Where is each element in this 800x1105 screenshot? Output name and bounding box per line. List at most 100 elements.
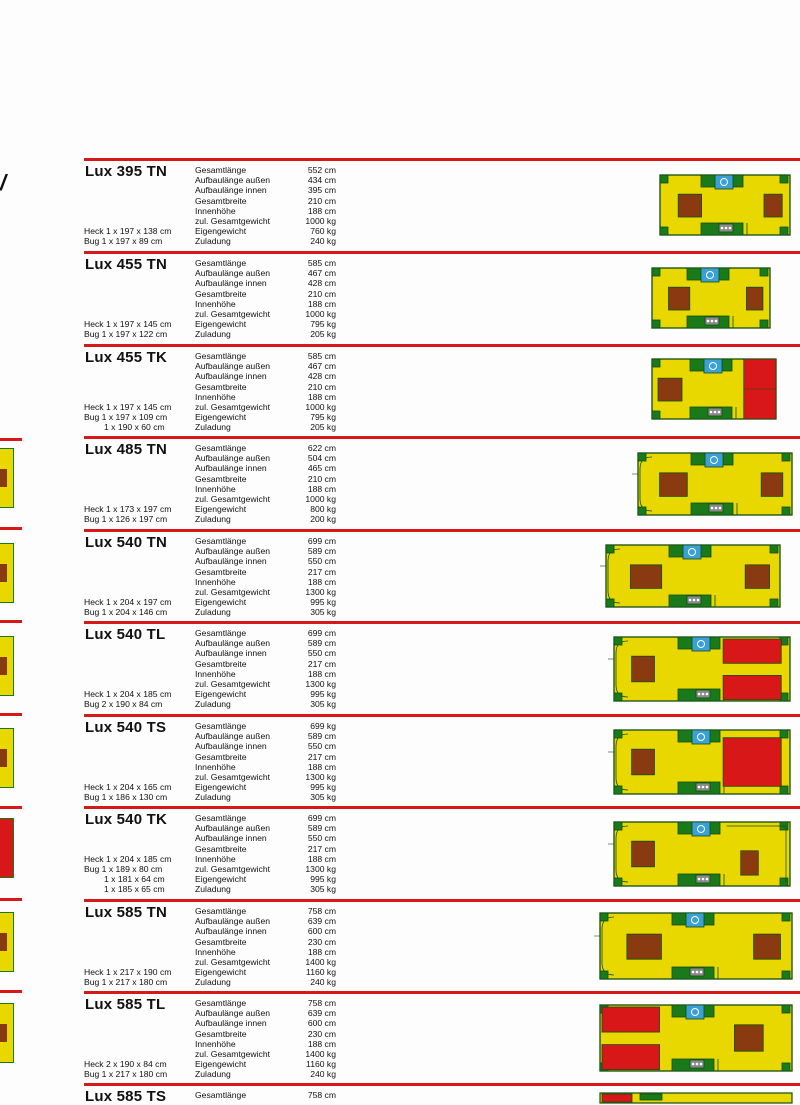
front-table bbox=[657, 377, 683, 402]
bed-dimensions: Heck 1 x 204 x 185 cm Bug 1 x 189 x 80 cm… bbox=[84, 854, 171, 895]
sink-basin bbox=[706, 271, 714, 279]
spec-labels: Gesamtlänge Aufbaulänge außen Aufbaulänge … bbox=[195, 351, 270, 433]
sink-basin bbox=[691, 1008, 699, 1016]
spec-label: Gesamtbreite bbox=[195, 381, 247, 392]
corner-cabinet bbox=[659, 174, 669, 184]
spec-value: 305 kg bbox=[310, 884, 336, 895]
spec-value: 305 kg bbox=[310, 792, 336, 803]
spec-values: 758 cm 639 cm 600 cm 230 cm 188 cm 1400 kg 116… bbox=[290, 998, 336, 1080]
bed-dimension: Heck 1 x 204 x 185 cm bbox=[84, 689, 172, 700]
bed-dimensions: Heck 1 x 204 x 165 cm Bug 1 x 186 x 130 c… bbox=[84, 782, 171, 802]
spec-label: Gesamtlänge bbox=[195, 258, 247, 268]
front-table bbox=[631, 655, 655, 683]
spec-value: 188 cm bbox=[307, 483, 336, 494]
spec-value: 188 cm bbox=[307, 761, 336, 772]
model-name: Lux 540 TN bbox=[85, 534, 168, 551]
spec-value: 1300 kg bbox=[305, 587, 336, 598]
spec-label: Gesamtlänge bbox=[195, 536, 247, 546]
front-table bbox=[668, 286, 691, 311]
spec-label: Gesamtlänge bbox=[195, 813, 247, 823]
spec-value: 1000 kg bbox=[305, 402, 336, 413]
spec-value: 230 cm bbox=[307, 1028, 336, 1039]
bed-dimension: Bug 1 x 217 x 180 cm bbox=[84, 977, 168, 988]
red-rule bbox=[84, 806, 800, 809]
model-entry: Lux 540 TL Gesamtlänge Aufbaulänge außen Au… bbox=[84, 621, 800, 714]
spec-label: Aufbaulänge außen bbox=[195, 1008, 271, 1019]
spec-label: Aufbaulänge innen bbox=[195, 741, 267, 752]
red-rule bbox=[84, 899, 800, 902]
single-bed bbox=[601, 1044, 660, 1071]
corner-cabinet bbox=[779, 174, 789, 184]
bed-dimension: Bug 1 x 197 x 89 cm bbox=[84, 236, 163, 247]
corner-cabinet bbox=[599, 912, 609, 922]
burner bbox=[728, 226, 732, 230]
front-table bbox=[626, 933, 662, 960]
edge-floorplan-fragment bbox=[0, 912, 14, 972]
bed-dimension: Heck 1 x 204 x 185 cm bbox=[84, 853, 172, 864]
corner-cabinet bbox=[769, 544, 779, 554]
spec-value: 240 kg bbox=[310, 236, 336, 247]
spec-value: 305 kg bbox=[310, 607, 336, 618]
model-entry: Lux 395 TN Gesamtlänge Aufbaulänge außen Au… bbox=[84, 158, 800, 251]
front-table bbox=[631, 748, 655, 776]
spec-values: 699 kg 589 cm 550 cm 217 cm 188 cm 1300 kg 995… bbox=[290, 721, 336, 803]
spec-label: Gesamtlänge bbox=[195, 628, 247, 638]
floorplan-diagram bbox=[599, 1092, 793, 1104]
spec-label: Eigengewicht bbox=[195, 782, 247, 793]
spec-label: Aufbaulänge innen bbox=[195, 926, 267, 937]
spec-label: Gesamtlänge bbox=[195, 351, 247, 361]
model-entry: Lux 585 TN Gesamtlänge Aufbaulänge außen Au… bbox=[84, 899, 800, 991]
spec-label: Aufbaulänge außen bbox=[195, 731, 271, 742]
burner bbox=[697, 692, 701, 696]
spec-value: 240 kg bbox=[310, 1069, 336, 1080]
burner bbox=[699, 1062, 703, 1066]
rear-table bbox=[746, 286, 764, 311]
spec-label: Innenhöhe bbox=[195, 1038, 236, 1049]
spec-value: 467 cm bbox=[307, 268, 336, 279]
rear-table bbox=[753, 933, 781, 960]
spec-labels: Gesamtlänge Aufbaulänge außen Aufbaulänge … bbox=[195, 906, 270, 988]
red-rule bbox=[84, 344, 800, 347]
burner bbox=[720, 226, 724, 230]
front-table bbox=[659, 472, 688, 497]
spec-label: zul. Gesamtgewicht bbox=[195, 402, 270, 413]
spec-value: 1300 kg bbox=[305, 679, 336, 690]
bed-dimension: Heck 1 x 204 x 165 cm bbox=[84, 782, 172, 793]
cabinet bbox=[639, 1093, 663, 1101]
spec-label: Zuladung bbox=[195, 699, 231, 710]
spec-value: 428 cm bbox=[307, 278, 336, 289]
spec-label: zul. Gesamtgewicht bbox=[195, 957, 270, 968]
burner bbox=[691, 970, 695, 974]
spec-value: 188 cm bbox=[307, 853, 336, 864]
spec-value: 550 cm bbox=[307, 556, 336, 567]
spec-label: Gesamtbreite bbox=[195, 566, 247, 577]
bed-dimension: Bug 1 x 186 x 130 cm bbox=[84, 792, 168, 803]
spec-values: 585 cm 467 cm 428 cm 210 cm 188 cm 1000 kg 795… bbox=[290, 351, 336, 433]
edge-floorplan-fragment bbox=[0, 448, 14, 508]
red-rule bbox=[84, 436, 800, 439]
spec-labels: Gesamtlänge Aufbaulänge außen Aufbaulänge … bbox=[195, 258, 270, 340]
front-table bbox=[677, 193, 703, 218]
spec-label: zul. Gesamtgewicht bbox=[195, 772, 270, 783]
bed-dimensions: Heck 1 x 197 x 145 cm Bug 1 x 197 x 122 c… bbox=[84, 319, 171, 339]
spec-label: Zuladung bbox=[195, 514, 231, 525]
burner bbox=[701, 877, 705, 881]
spec-value: 600 cm bbox=[307, 1018, 336, 1029]
left-edge-strip: / bbox=[0, 0, 22, 1100]
spec-value: 428 cm bbox=[307, 371, 336, 382]
brand-fragment: / bbox=[0, 170, 7, 195]
corner-cabinet bbox=[613, 785, 623, 795]
spec-label: Aufbaulänge innen bbox=[195, 556, 267, 567]
spec-value: 188 cm bbox=[307, 946, 336, 957]
spec-labels: Gesamtlänge bbox=[195, 1090, 246, 1100]
edge-floorplan-fragment bbox=[0, 728, 14, 788]
model-entry: Lux 455 TN Gesamtlänge Aufbaulänge außen Au… bbox=[84, 251, 800, 344]
burner bbox=[714, 506, 718, 510]
corner-cabinet bbox=[769, 598, 779, 608]
corner-cabinet bbox=[637, 506, 647, 516]
burner bbox=[701, 785, 705, 789]
spec-label: Innenhöhe bbox=[195, 483, 236, 494]
edge-floorplan-fragment bbox=[0, 543, 14, 603]
spec-value: 188 cm bbox=[307, 1038, 336, 1049]
spec-labels: Gesamtlänge Aufbaulänge außen Aufbaulänge … bbox=[195, 443, 270, 525]
